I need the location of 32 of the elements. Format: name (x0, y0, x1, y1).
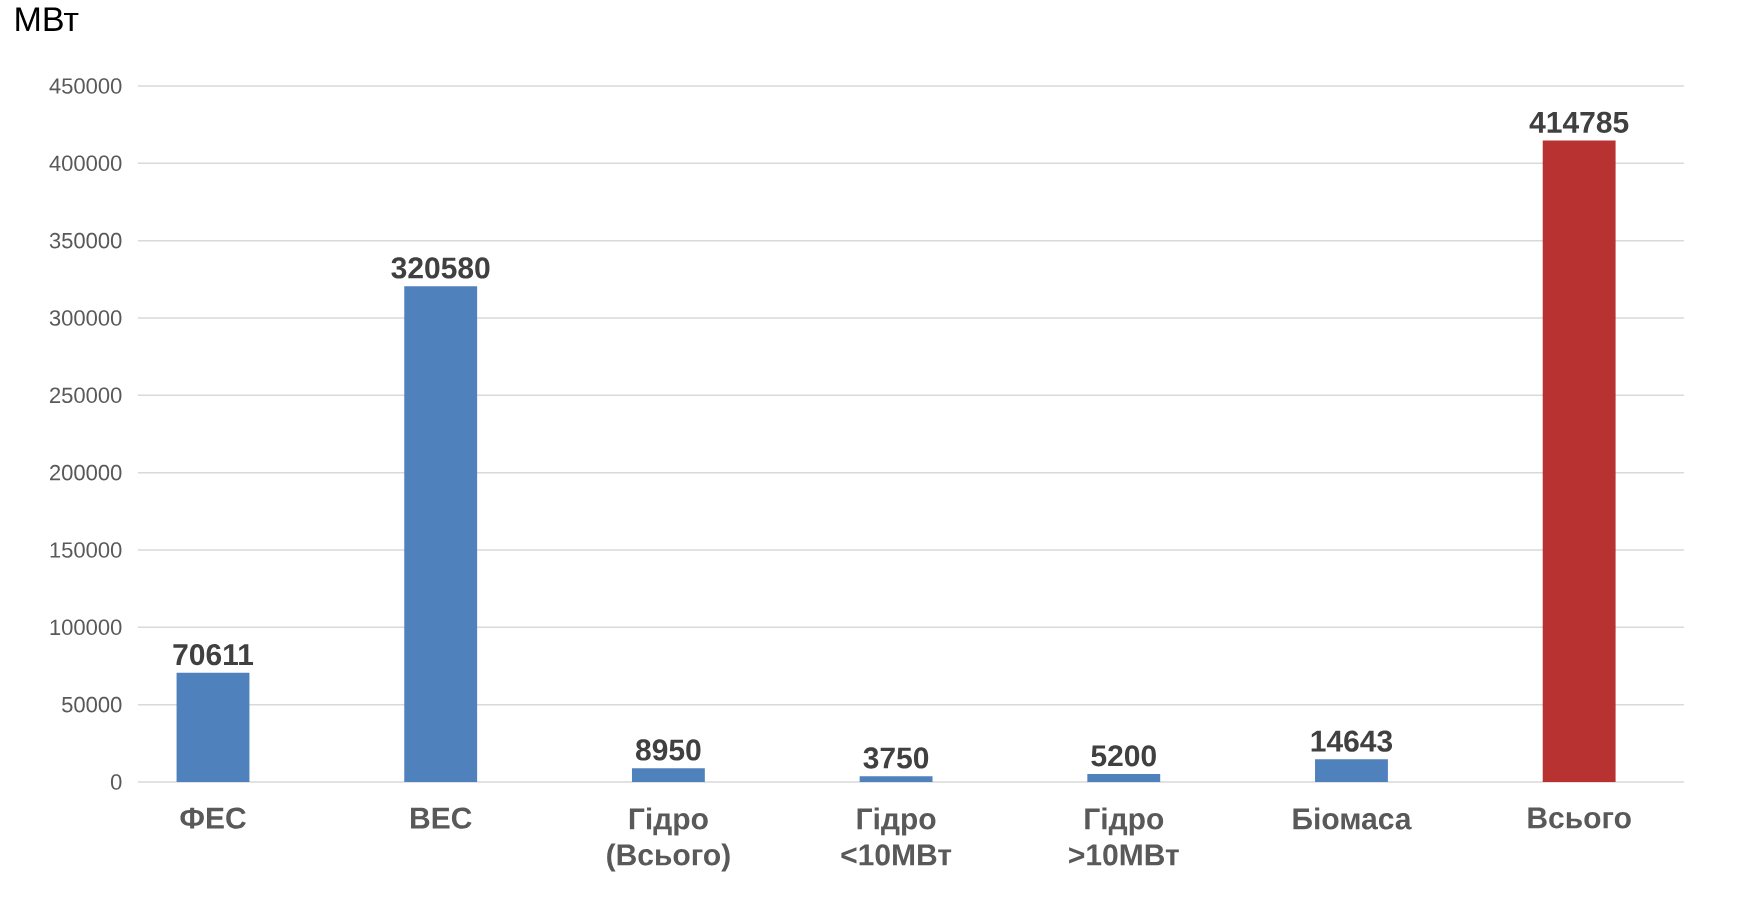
data-label: 70611 (173, 644, 254, 666)
y-tick-label: 0 (110, 774, 122, 790)
x-tick-label: ФЕС (180, 807, 246, 829)
y-tick-label: 300000 (49, 310, 122, 326)
bar (176, 672, 250, 782)
x-tick-label: Всього (1528, 807, 1631, 829)
data-label: 320580 (391, 257, 490, 279)
x-tick-label: Гідро <10МВт (841, 807, 952, 866)
data-label: 8950 (635, 739, 701, 761)
y-tick-label: 200000 (50, 464, 122, 481)
y-tick-label: 50000 (62, 696, 122, 713)
data-label: 414785 (1529, 111, 1629, 133)
y-tick-label: 350000 (49, 232, 122, 249)
y-tick-label: 100000 (50, 619, 122, 636)
y-tick-label: 150000 (50, 542, 122, 558)
y-axis-title: МВт (16, 7, 79, 31)
bar (859, 776, 933, 782)
bar (1087, 773, 1161, 782)
bar (404, 286, 478, 782)
x-tick-label: Гідро >10МВт (1069, 807, 1179, 866)
x-tick-label: ВЕС (411, 807, 472, 829)
data-label: 5200 (1091, 745, 1156, 767)
bar (1315, 759, 1388, 782)
y-tick-label: 400000 (49, 155, 122, 172)
y-tick-label: 450000 (49, 78, 122, 94)
x-tick-label: Гідро (Всього) (607, 807, 730, 872)
bar (631, 768, 705, 782)
y-tick-label: 250000 (50, 387, 122, 404)
data-label: 14643 (1311, 730, 1393, 752)
bar (1542, 140, 1616, 782)
x-tick-label: Біомаса (1293, 807, 1412, 830)
data-label: 3750 (863, 747, 929, 769)
